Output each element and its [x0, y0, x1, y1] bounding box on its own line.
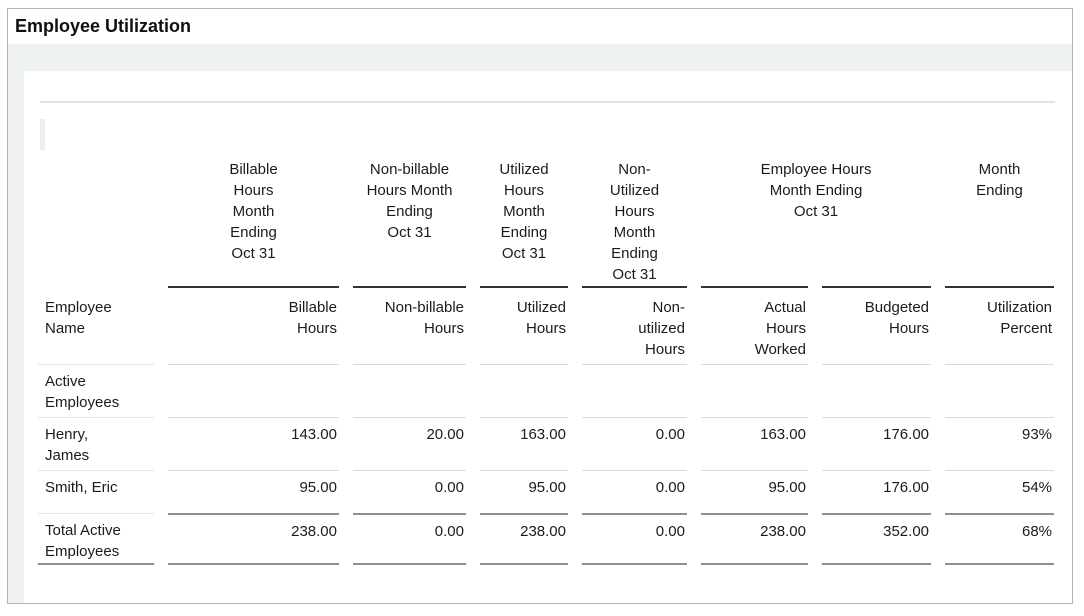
- empty-cell: [168, 365, 339, 418]
- group-header-non-billable: Non-billable Hours Month Ending Oct 31: [353, 159, 466, 288]
- page-title: Employee Utilization: [15, 16, 192, 36]
- budgeted-hours-cell: 176.00: [822, 418, 932, 471]
- non-utilized-hours-cell: 0.00: [655, 479, 685, 496]
- total-non-billable-hours-cell: 0.00: [353, 513, 466, 565]
- group-header-non-utilized: Non- Utilized Hours Month Ending Oct 31: [582, 159, 687, 288]
- section-label: Active Employees: [38, 365, 154, 418]
- utilized-hours-cell: 163.00: [480, 418, 568, 471]
- group-header-employee-hours: Employee Hours Month Ending Oct 31: [701, 159, 932, 288]
- col-header-actual-hours-worked: Actual Hours Worked: [701, 288, 808, 365]
- group-header-month-ending: Month Ending: [945, 159, 1055, 288]
- total-label-cell: Total Active Employees: [38, 513, 154, 565]
- employee-name-cell: Smith, Eric: [45, 479, 118, 496]
- empty-cell: [480, 365, 568, 418]
- content-band: Billable Hours Month Ending Oct 31 Non-b…: [8, 44, 1072, 603]
- report-card: Billable Hours Month Ending Oct 31 Non-b…: [24, 71, 1072, 603]
- total-non-utilized-hours-cell: 0.00: [582, 513, 687, 565]
- col-header-billable-hours: Billable Hours: [168, 288, 339, 365]
- total-actual-hours-worked-cell: 238.00: [701, 513, 808, 565]
- col-header-budgeted-hours: Budgeted Hours: [822, 288, 932, 365]
- group-header-employee-hours-label: Employee Hours Month Ending Oct 31: [760, 161, 872, 220]
- col-header-employee-name: Employee Name: [38, 288, 154, 365]
- employee-name-cell: Henry, James: [38, 418, 154, 471]
- utilization-percent-cell: 93%: [945, 418, 1055, 471]
- title-bar: Employee Utilization: [8, 9, 1072, 44]
- total-billable-hours-cell: 238.00: [168, 513, 339, 565]
- report-window: Employee Utilization Billable Hours Mont…: [7, 8, 1073, 604]
- group-header-billable: Billable Hours Month Ending Oct 31: [168, 159, 339, 288]
- col-header-non-utilized-hours: Non- utilized Hours: [582, 288, 687, 365]
- empty-cell: [822, 365, 932, 418]
- actual-hours-worked-cell: 95.00: [768, 479, 806, 496]
- group-header-blank: [38, 159, 154, 288]
- budgeted-hours-cell: 176.00: [883, 479, 930, 496]
- billable-hours-cell: 143.00: [168, 418, 339, 471]
- underline-budgeted: [822, 286, 932, 288]
- underline-actual: [701, 286, 808, 288]
- total-utilization-percent-cell: 68%: [945, 513, 1055, 565]
- empty-cell: [701, 365, 808, 418]
- empty-cell: [582, 365, 687, 418]
- total-row: Total Active Employees 238.00 0.00 238.0…: [38, 513, 1055, 565]
- divider-rule: [40, 101, 1055, 103]
- non-billable-hours-cell: 20.00: [353, 418, 466, 471]
- col-header-utilization-percent: Utilization Percent: [945, 288, 1055, 365]
- employee-row: Smith, Eric 95.00 0.00 95.00 0.00 95.00 …: [38, 471, 1054, 513]
- billable-hours-cell: 95.00: [299, 479, 337, 496]
- col-header-utilized-hours: Utilized Hours: [480, 288, 568, 365]
- group-header-row: Billable Hours Month Ending Oct 31 Non-b…: [38, 159, 1055, 288]
- section-row-active-employees: Active Employees: [38, 365, 1055, 418]
- empty-cell: [353, 365, 466, 418]
- group-header-utilized: Utilized Hours Month Ending Oct 31: [480, 159, 568, 288]
- total-budgeted-hours-cell: 352.00: [822, 513, 932, 565]
- split-underline: [701, 286, 932, 288]
- utilization-percent-cell: 54%: [1021, 479, 1053, 496]
- empty-cell: [945, 365, 1055, 418]
- total-utilized-hours-cell: 238.00: [480, 513, 568, 565]
- col-header-non-billable-hours: Non-billable Hours: [353, 288, 466, 365]
- non-billable-hours-cell: 0.00: [434, 479, 464, 496]
- utilization-table: Billable Hours Month Ending Oct 31 Non-b…: [24, 159, 1068, 565]
- actual-hours-worked-cell: 163.00: [701, 418, 808, 471]
- utilized-hours-cell: 95.00: [528, 479, 566, 496]
- employee-row: Henry, James 143.00 20.00 163.00 0.00 16…: [38, 418, 1055, 471]
- side-strip: [40, 119, 45, 150]
- column-header-row: Employee Name Billable Hours Non-billabl…: [38, 288, 1055, 365]
- non-utilized-hours-cell: 0.00: [582, 418, 687, 471]
